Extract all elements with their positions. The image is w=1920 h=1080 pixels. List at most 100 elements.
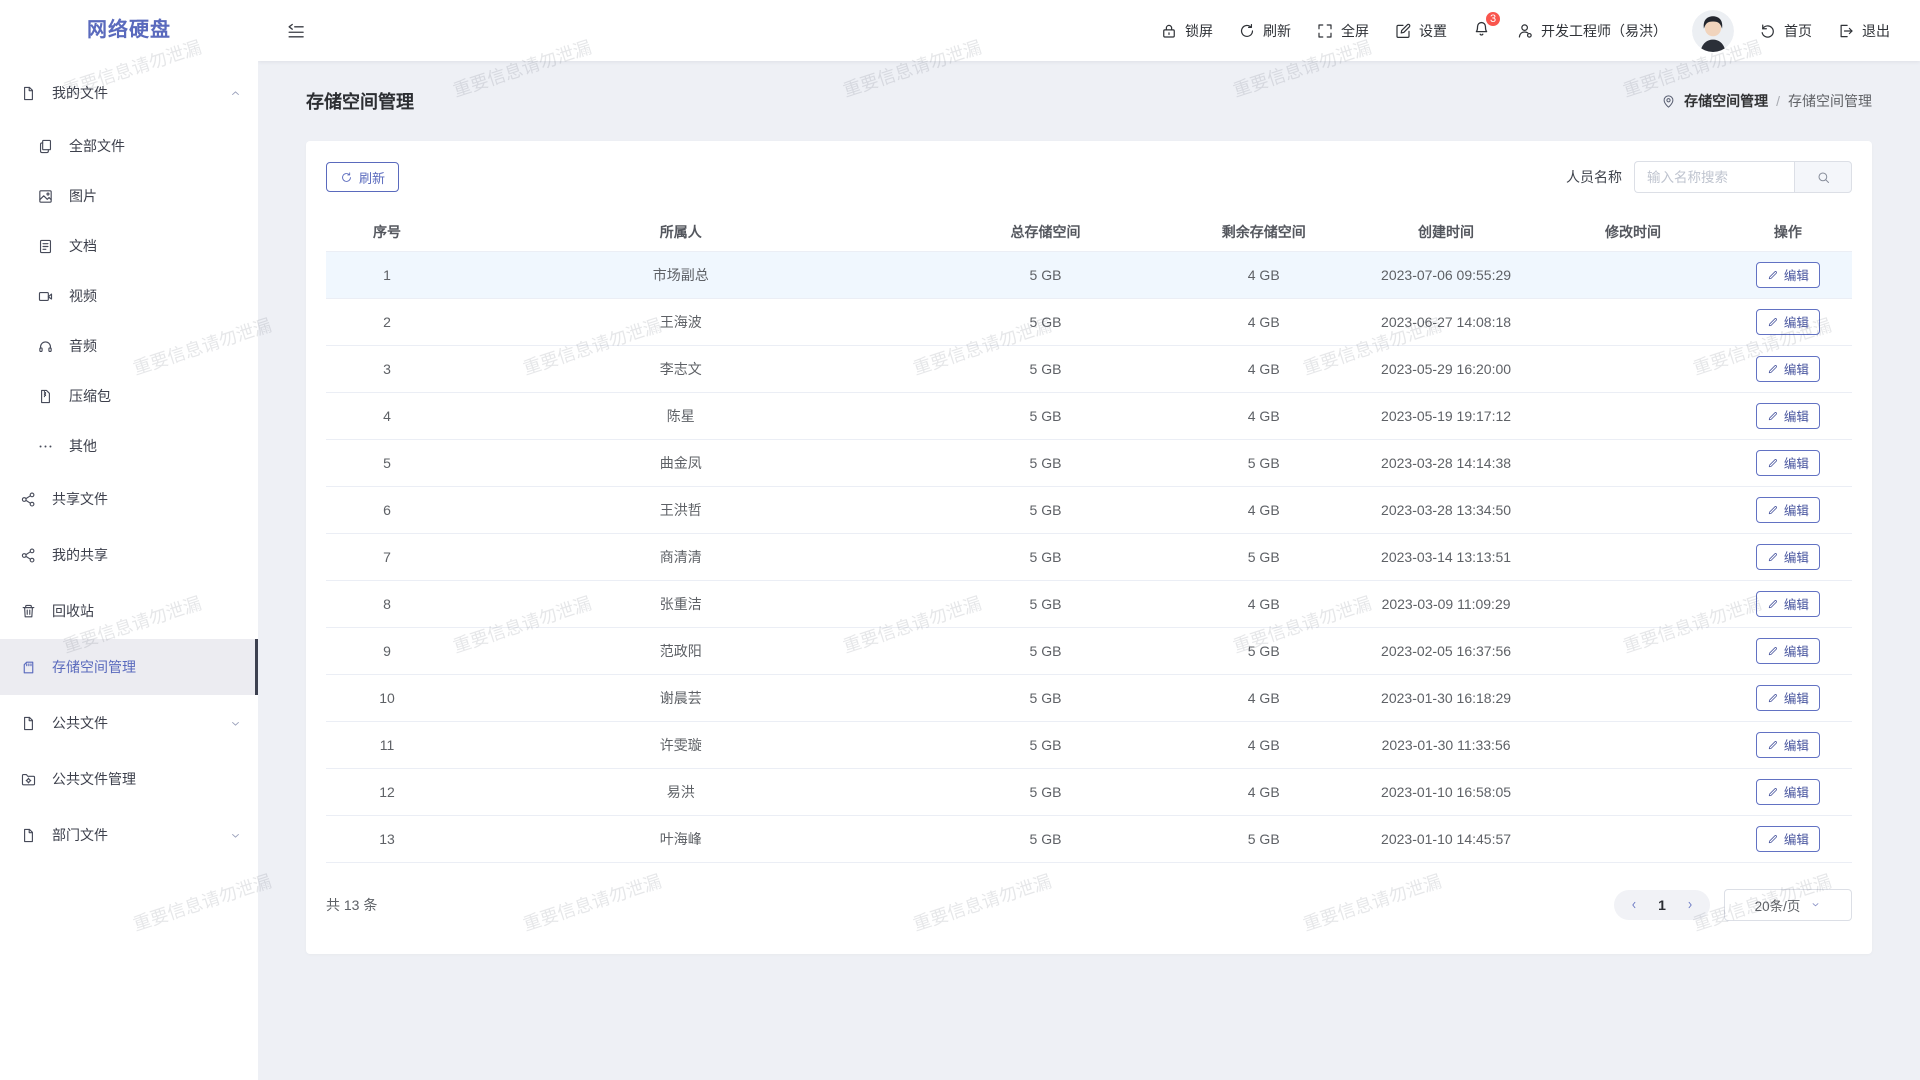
pencil-icon <box>1767 504 1779 516</box>
edit-button[interactable]: 编辑 <box>1755 731 1820 758</box>
cell-remaining-space: 5 GB <box>1177 533 1350 581</box>
edit-button[interactable]: 编辑 <box>1755 543 1820 570</box>
sidebar-item-label: 文档 <box>69 238 97 254</box>
edit-button[interactable]: 编辑 <box>1755 637 1820 664</box>
sidebar-item-shared-files[interactable]: 共享文件 <box>0 471 258 527</box>
column-header: 创建时间 <box>1349 213 1543 252</box>
search-button[interactable] <box>1794 161 1852 193</box>
sidebar-item-department-files[interactable]: 部门文件 <box>0 807 258 863</box>
table-row: 7 商清清 5 GB 5 GB 2023-03-14 13:13:51 编辑 <box>326 533 1852 581</box>
cell-total-space: 5 GB <box>913 580 1178 628</box>
sidebar-item-docs[interactable]: 文档 <box>0 221 258 271</box>
pagination: 1 20条/页 <box>1614 888 1852 921</box>
topbar-actions: 锁屏 刷新 全屏 设置 3 <box>1160 9 1890 52</box>
pencil-icon <box>1767 269 1779 281</box>
cell-remaining-space: 4 GB <box>1177 251 1350 299</box>
table-footer: 共 13 条 1 20条/页 <box>326 888 1852 921</box>
cell-owner: 李志文 <box>448 345 914 393</box>
page-size-select[interactable]: 20条/页 <box>1724 888 1852 921</box>
cell-modified-time <box>1542 768 1724 816</box>
edit-button[interactable]: 编辑 <box>1755 825 1820 852</box>
pencil-icon <box>1767 410 1779 422</box>
logout-button[interactable]: 退出 <box>1837 21 1890 41</box>
cell-index: 1 <box>326 251 449 299</box>
cell-created-time: 2023-05-19 19:17:12 <box>1349 392 1543 440</box>
menu-collapse-icon[interactable] <box>286 21 306 41</box>
edit-button[interactable]: 编辑 <box>1755 496 1820 523</box>
column-header: 修改时间 <box>1542 213 1724 252</box>
cell-total-space: 5 GB <box>913 674 1178 722</box>
current-page[interactable]: 1 <box>1658 896 1666 913</box>
cell-index: 12 <box>326 768 449 816</box>
cell-index: 4 <box>326 392 449 440</box>
cell-modified-time <box>1542 251 1724 299</box>
cell-index: 2 <box>326 298 449 346</box>
search-group: 人员名称 <box>1566 161 1852 193</box>
sidebar-item-images[interactable]: 图片 <box>0 171 258 221</box>
cell-actions: 编辑 <box>1723 298 1852 346</box>
breadcrumb-root[interactable]: 存储空间管理 <box>1684 93 1769 109</box>
cell-index: 8 <box>326 580 449 628</box>
edit-label: 编辑 <box>1783 692 1809 706</box>
sidebar-item-storage-management[interactable]: 存储空间管理 <box>0 639 258 695</box>
edit-button[interactable]: 编辑 <box>1755 402 1820 429</box>
bell-icon <box>1472 19 1491 38</box>
cell-owner: 曲金凤 <box>448 439 914 487</box>
sidebar-item-recycle-bin[interactable]: 回收站 <box>0 583 258 639</box>
user-role-label: 开发工程师（易洪） <box>1541 22 1667 39</box>
sidebar-item-others[interactable]: 其他 <box>0 421 258 471</box>
lock-screen-label: 锁屏 <box>1185 22 1213 39</box>
refresh-page-button[interactable]: 刷新 <box>1238 21 1291 41</box>
cell-actions: 编辑 <box>1723 486 1852 534</box>
sidebar-item-label: 共享文件 <box>52 491 108 507</box>
sidebar-item-public-files-management[interactable]: 公共文件管理 <box>0 751 258 807</box>
cell-remaining-space: 4 GB <box>1177 674 1350 722</box>
cell-created-time: 2023-01-10 14:45:57 <box>1349 815 1543 863</box>
sidebar-item-archives[interactable]: 压缩包 <box>0 371 258 421</box>
fullscreen-button[interactable]: 全屏 <box>1316 21 1369 41</box>
user-menu[interactable]: 开发工程师（易洪） <box>1516 21 1667 41</box>
prev-page-button[interactable] <box>1628 899 1640 911</box>
sidebar-item-my-shares[interactable]: 我的共享 <box>0 527 258 583</box>
edit-button[interactable]: 编辑 <box>1755 449 1820 476</box>
settings-button[interactable]: 设置 <box>1394 21 1447 41</box>
sidebar-item-videos[interactable]: 视频 <box>0 271 258 321</box>
sidebar-item-all-files[interactable]: 全部文件 <box>0 121 258 171</box>
cell-modified-time <box>1542 580 1724 628</box>
share-icon <box>20 491 37 508</box>
notifications-button[interactable]: 3 <box>1472 10 1501 43</box>
edit-button[interactable]: 编辑 <box>1755 590 1820 617</box>
share-icon <box>20 547 37 564</box>
cell-created-time: 2023-01-30 16:18:29 <box>1349 674 1543 722</box>
sidebar-item-audio[interactable]: 音频 <box>0 321 258 371</box>
edit-button[interactable]: 编辑 <box>1755 261 1820 288</box>
logout-icon <box>1837 22 1855 40</box>
cell-modified-time <box>1542 392 1724 440</box>
column-header: 序号 <box>326 213 449 252</box>
cell-actions: 编辑 <box>1723 721 1852 769</box>
sidebar-item-my-files[interactable]: 我的文件 <box>0 65 258 121</box>
refresh-table-button[interactable]: 刷新 <box>326 162 400 192</box>
edit-button[interactable]: 编辑 <box>1755 355 1820 382</box>
storage-table: 序号 所属人 总存储空间 剩余存储空间 创建时间 修改时间 操作 1 市场副总 5 GB 4 GB… <box>326 213 1852 863</box>
cell-modified-time <box>1542 721 1724 769</box>
edit-button[interactable]: 编辑 <box>1755 684 1820 711</box>
home-button[interactable]: 首页 <box>1759 21 1812 41</box>
fullscreen-label: 全屏 <box>1341 22 1369 39</box>
table-row: 4 陈星 5 GB 4 GB 2023-05-19 19:17:12 编辑 <box>326 392 1852 440</box>
back-home-icon <box>1759 22 1777 40</box>
sidebar-item-public-files[interactable]: 公共文件 <box>0 695 258 751</box>
edit-button[interactable]: 编辑 <box>1755 778 1820 805</box>
notification-badge: 3 <box>1485 10 1501 27</box>
search-input[interactable] <box>1634 161 1794 193</box>
lock-screen-button[interactable]: 锁屏 <box>1160 21 1213 41</box>
pencil-icon <box>1767 692 1779 704</box>
cell-owner: 易洪 <box>448 768 914 816</box>
next-page-button[interactable] <box>1684 899 1696 911</box>
edit-button[interactable]: 编辑 <box>1755 308 1820 335</box>
table-row: 11 许雯璇 5 GB 4 GB 2023-01-30 11:33:56 编辑 <box>326 721 1852 769</box>
storage-card-icon <box>20 659 37 676</box>
zip-icon <box>37 388 54 405</box>
avatar[interactable] <box>1692 9 1734 52</box>
